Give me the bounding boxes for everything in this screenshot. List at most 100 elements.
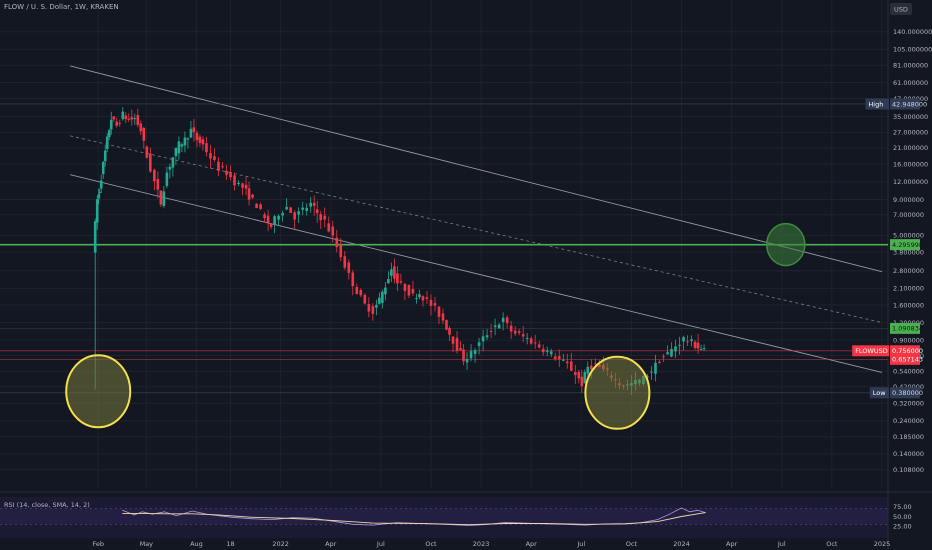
y-tick-label: 0.420000 — [893, 383, 924, 391]
candle-body — [545, 350, 549, 352]
price-badge-value: 4.295998 — [892, 241, 923, 249]
y-tick-label: 1.200000 — [893, 319, 924, 327]
candle-body — [699, 349, 703, 351]
candle-body — [98, 191, 102, 193]
y-tick-label: 7.000000 — [893, 211, 924, 219]
price-badge-value: 1.090834 — [892, 325, 923, 333]
candle-body — [573, 372, 577, 376]
candle-body — [521, 334, 525, 337]
candle-body — [418, 294, 421, 298]
candle-body — [244, 184, 248, 189]
candle-body — [399, 281, 403, 283]
candle-body — [130, 117, 134, 120]
x-tick-label: Apr — [526, 540, 538, 548]
candle-body — [525, 338, 529, 340]
candle-body — [319, 214, 323, 221]
candle-body — [403, 283, 407, 291]
y-tick-label: 0.540000 — [893, 368, 924, 376]
candle-body — [309, 202, 312, 207]
candle-body — [481, 336, 485, 342]
y-tick-label: 9.000000 — [893, 196, 924, 204]
x-tick-label: 18 — [226, 540, 234, 548]
candle-body — [285, 206, 288, 210]
price-badge-value: 0.380000 — [892, 389, 923, 397]
candle-body — [658, 361, 661, 364]
y-tick-label: 16.000000 — [893, 161, 928, 169]
candle-body — [387, 278, 390, 284]
candle-body — [266, 215, 270, 224]
candle-body — [462, 349, 465, 362]
candle-body — [139, 123, 143, 132]
candle-body — [583, 372, 587, 384]
candle-body — [213, 156, 216, 160]
annotation-circle-yellow — [65, 354, 132, 429]
candle-body — [650, 371, 653, 373]
x-tick-label: Jul — [376, 540, 385, 548]
candle-body — [343, 256, 347, 268]
candle-body — [533, 342, 537, 344]
price-badge-value: 0.756000 — [892, 347, 923, 355]
candle-body — [590, 365, 593, 370]
candle-body — [281, 212, 284, 216]
x-tick-label: Jul — [777, 540, 786, 548]
candle-body — [441, 313, 445, 321]
candle-body — [529, 338, 533, 344]
x-tick-label: 2024 — [673, 540, 690, 548]
price-badge-label: High — [868, 100, 883, 108]
candle-body — [477, 342, 481, 346]
candle-body — [696, 342, 700, 349]
candle-body — [233, 175, 236, 186]
candle-body — [347, 262, 351, 273]
candle-body — [156, 179, 160, 190]
candle-body — [273, 216, 276, 225]
x-tick-label: Oct — [826, 540, 838, 548]
y-tick-label: 35.000000 — [893, 113, 928, 121]
x-tick-label: Apr — [325, 540, 337, 548]
candle-body — [670, 348, 673, 357]
y-tick-label: 0.108000 — [893, 466, 924, 474]
price-badge-level — [890, 239, 920, 251]
candle-body — [646, 376, 649, 378]
candle-body — [390, 269, 393, 276]
candle-body — [165, 172, 169, 186]
candle-body — [192, 127, 196, 133]
candle-body — [654, 362, 657, 374]
candle-body — [351, 272, 355, 287]
y-tick-label: 0.240000 — [893, 417, 924, 425]
price-badge-low — [890, 387, 920, 399]
price-badge-label-box — [865, 98, 889, 110]
x-tick-label: 2025 — [874, 540, 891, 548]
candle-body — [101, 162, 105, 175]
candle-body — [513, 330, 517, 334]
rsi-band — [0, 508, 888, 525]
candle-body — [682, 337, 685, 342]
candle-body — [421, 296, 425, 301]
x-tick-label: Oct — [425, 540, 437, 548]
candle-body — [541, 348, 545, 353]
y-tick-label: 1.600000 — [893, 301, 924, 309]
x-tick-label: 2022 — [272, 540, 289, 548]
y-tick-label: 105.000000 — [893, 46, 932, 54]
candle-body — [180, 144, 184, 147]
candle-body — [251, 194, 254, 198]
candle-body — [537, 344, 541, 348]
candle-body — [415, 297, 418, 299]
x-tick-label: May — [140, 540, 154, 548]
candle-body — [103, 150, 107, 162]
candle-body — [509, 325, 513, 332]
candle-body — [142, 127, 146, 141]
rsi-header: RSI (14, close, SMA, 14, 2) — [4, 501, 90, 509]
candle-body — [177, 141, 181, 154]
annotation-circle-green — [766, 222, 806, 267]
y-tick-label: 21.000000 — [893, 144, 928, 152]
candle-body — [561, 359, 565, 361]
candle-body — [205, 143, 208, 153]
candle-body — [112, 116, 116, 120]
candle-body — [565, 361, 569, 364]
candle-body — [339, 243, 343, 258]
candle-body — [473, 350, 477, 355]
x-tick-label: Aug — [190, 540, 203, 548]
y-tick-label: 27.000000 — [893, 129, 928, 137]
